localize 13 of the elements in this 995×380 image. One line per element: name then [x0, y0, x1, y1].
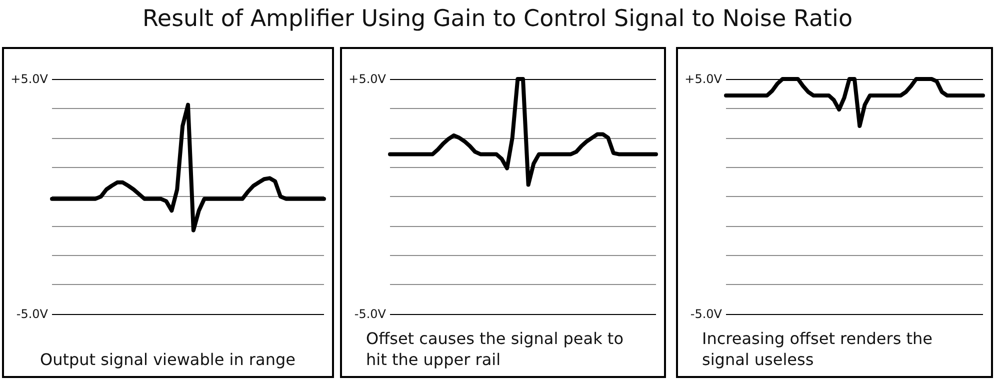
text: Increasing offset renders the signal useless	[702, 329, 938, 369]
line-series	[724, 77, 985, 128]
y-tick-label: +5.0V	[10, 72, 49, 86]
y-tick-label: -5.0V	[354, 307, 387, 321]
text: Result of Amplifier Using Gain to Control Signal to Noise Ratio	[141, 6, 854, 32]
line-series	[50, 102, 326, 232]
y-tick-label: -5.0V	[16, 307, 49, 321]
text: Output signal viewable in range	[40, 350, 296, 369]
line-series	[388, 77, 658, 187]
y-tick-label: -5.0V	[690, 307, 723, 321]
text: Offset causes the signal peak to hit the upper rail	[366, 329, 629, 369]
y-tick-label: +5.0V	[684, 72, 723, 86]
y-tick-label: +5.0V	[348, 72, 387, 86]
